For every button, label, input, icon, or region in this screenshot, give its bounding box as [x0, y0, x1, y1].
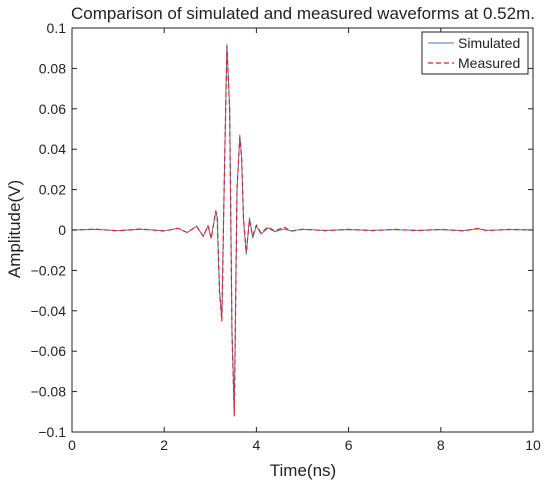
legend-label-measured: Measured [458, 55, 520, 71]
plot-frame [71, 27, 534, 433]
y-tick-label: −0.04 [31, 303, 67, 319]
y-axis-title: Amplitude(V) [5, 180, 24, 278]
y-tick-label: 0.1 [47, 20, 67, 36]
legend: Simulated Measured [421, 31, 529, 75]
y-tick-label: −0.1 [38, 424, 66, 440]
x-tick-label: 2 [160, 437, 168, 453]
plot-area: 0 2 4 6 8 10 −0.1 −0.08 −0.06 −0.04 −0.02 0 0.02 0.04… [31, 20, 541, 453]
y-tick-label: −0.08 [31, 384, 67, 400]
y-tick-label: 0.08 [39, 60, 66, 76]
y-tick-label: 0 [58, 222, 66, 238]
x-tick-label: 4 [253, 437, 261, 453]
x-tick-label: 0 [68, 437, 76, 453]
series-line-measured [71, 45, 534, 417]
legend-label-simulated: Simulated [458, 35, 520, 51]
x-tick-label: 8 [437, 437, 445, 453]
x-axis-title: Time(ns) [270, 461, 336, 480]
y-tick-label: −0.06 [31, 343, 67, 359]
x-tick-label: 10 [525, 437, 541, 453]
y-tick-label: 0.04 [39, 141, 66, 157]
y-tick-label: −0.02 [31, 262, 67, 278]
series-line-simulated [71, 43, 534, 413]
y-tick-label: 0.02 [39, 182, 66, 198]
x-tick-label: 6 [345, 437, 353, 453]
chart-title: Comparison of simulated and measured wav… [71, 4, 535, 23]
legend-box [421, 31, 529, 75]
y-tick-label: 0.06 [39, 101, 66, 117]
